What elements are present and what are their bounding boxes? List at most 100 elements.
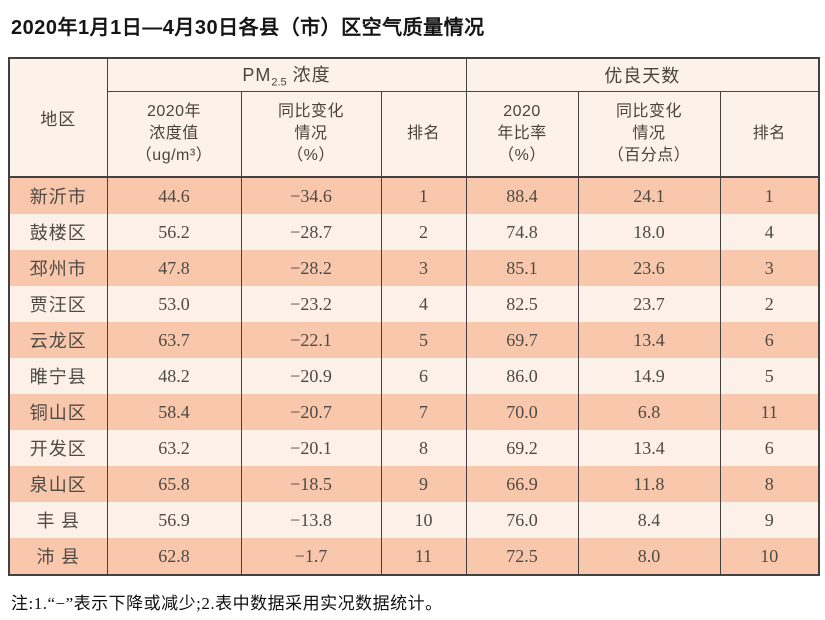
pm-change-cell: −20.9 [240, 358, 382, 394]
column-header-good-change: 同比变化 情况 （百分点） [577, 91, 721, 178]
good-rank-cell: 6 [719, 430, 820, 466]
region-cell: 睢宁县 [8, 358, 108, 394]
pm-change-cell: −22.1 [240, 322, 382, 358]
good-rank-cell: 6 [719, 322, 820, 358]
table-row: 贾汪区 53.0 −23.2 4 82.5 23.7 2 [8, 286, 820, 322]
pm-value-cell: 56.9 [106, 502, 242, 538]
good-rank-cell: 1 [719, 177, 820, 214]
good-change-cell: 13.4 [577, 430, 721, 466]
header-group-row: 地区 PM2.5 浓度 优良天数 [8, 58, 820, 178]
good-ratio-cell: 69.7 [465, 322, 579, 358]
good-rank-cell: 5 [719, 358, 820, 394]
column-header-pm-rank: 排名 [380, 91, 467, 178]
pm-rank-cell: 11 [380, 538, 467, 575]
region-cell: 泉山区 [8, 466, 108, 502]
pm-rank-cell: 8 [380, 430, 467, 466]
pm-change-cell: −13.8 [240, 502, 382, 538]
table-row: 开发区 63.2 −20.1 8 69.2 13.4 6 [8, 430, 820, 466]
good-rank-cell: 11 [719, 394, 820, 430]
region-cell: 贾汪区 [8, 286, 108, 322]
table-row: 鼓楼区 56.2 −28.7 2 74.8 18.0 4 [8, 214, 820, 250]
pm-rank-cell: 4 [380, 286, 467, 322]
good-change-cell: 14.9 [577, 358, 721, 394]
table-row: 云龙区 63.7 −22.1 5 69.7 13.4 6 [8, 322, 820, 358]
good-ratio-cell: 86.0 [465, 358, 579, 394]
pm-value-cell: 44.6 [106, 177, 242, 214]
good-ratio-cell: 85.1 [465, 250, 579, 286]
column-header-good-ratio: 2020 年比率 （%） [465, 91, 579, 178]
column-header-pm-value: 2020年 浓度值 （ug/m³） [106, 91, 242, 178]
good-ratio-cell: 66.9 [465, 466, 579, 502]
pm-rank-cell: 9 [380, 466, 467, 502]
good-rank-cell: 10 [719, 538, 820, 575]
pm-change-cell: −28.2 [240, 250, 382, 286]
good-change-cell: 13.4 [577, 322, 721, 358]
region-cell: 开发区 [8, 430, 108, 466]
region-cell: 丰 县 [8, 502, 108, 538]
pm-value-cell: 58.4 [106, 394, 242, 430]
pm-change-cell: −20.1 [240, 430, 382, 466]
pm-value-cell: 56.2 [106, 214, 242, 250]
region-cell: 邳州市 [8, 250, 108, 286]
good-ratio-cell: 76.0 [465, 502, 579, 538]
good-ratio-cell: 74.8 [465, 214, 579, 250]
column-header-pm-change: 同比变化 情况 （%） [240, 91, 382, 178]
pm-value-cell: 53.0 [106, 286, 242, 322]
pm-change-cell: −1.7 [240, 538, 382, 575]
table-row: 沛 县 62.8 −1.7 11 72.5 8.0 10 [8, 538, 820, 575]
footnote: 注:1.“−”表示下降或减少;2.表中数据采用实况数据统计。 [11, 594, 443, 613]
pm-rank-cell: 10 [380, 502, 467, 538]
good-rank-cell: 3 [719, 250, 820, 286]
region-cell: 鼓楼区 [8, 214, 108, 250]
pm-change-cell: −18.5 [240, 466, 382, 502]
good-change-cell: 24.1 [577, 177, 721, 214]
region-cell: 沛 县 [8, 538, 108, 575]
pm-rank-cell: 7 [380, 394, 467, 430]
pm-rank-cell: 1 [380, 177, 467, 214]
region-cell: 新沂市 [8, 177, 108, 214]
pm-change-cell: −20.7 [240, 394, 382, 430]
good-change-cell: 8.4 [577, 502, 721, 538]
pm25-label-prefix: PM [242, 65, 272, 86]
pm-change-cell: −28.7 [240, 214, 382, 250]
pm-value-cell: 63.2 [106, 430, 242, 466]
pm-change-cell: −34.6 [240, 177, 382, 214]
good-rank-cell: 4 [719, 214, 820, 250]
good-change-cell: 23.6 [577, 250, 721, 286]
header-sub-row: 2020年 浓度值 （ug/m³） 同比变化 情况 （%） 排名 2020 年比… [9, 91, 820, 178]
pm-change-cell: −23.2 [240, 286, 382, 322]
pm-value-cell: 62.8 [106, 538, 242, 575]
table-row: 丰 县 56.9 −13.8 10 76.0 8.4 9 [8, 502, 820, 538]
table-row: 睢宁县 48.2 −20.9 6 86.0 14.9 5 [8, 358, 820, 394]
pm-value-cell: 63.7 [106, 322, 242, 358]
good-change-cell: 6.8 [577, 394, 721, 430]
table-row: 新沂市 44.6 −34.6 1 88.4 24.1 1 [8, 177, 820, 214]
good-ratio-cell: 72.5 [465, 538, 579, 575]
pm-value-cell: 48.2 [106, 358, 242, 394]
good-rank-cell: 2 [719, 286, 820, 322]
pm-value-cell: 47.8 [106, 250, 242, 286]
column-header-region: 地区 [8, 58, 108, 178]
pm25-label-suffix: 浓度 [286, 65, 331, 86]
good-ratio-cell: 70.0 [465, 394, 579, 430]
pm-rank-cell: 3 [380, 250, 467, 286]
good-change-cell: 23.7 [577, 286, 721, 322]
good-change-cell: 11.8 [577, 466, 721, 502]
pm25-subscript: 2.5 [271, 76, 287, 89]
air-quality-table: 地区 PM2.5 浓度 优良天数 2020年 浓度值 （ug/m³） 同比变化 … [8, 57, 821, 576]
pm-value-cell: 65.8 [106, 466, 242, 502]
good-ratio-cell: 88.4 [465, 177, 579, 214]
column-group-good-days: 优良天数 [465, 58, 820, 92]
table-row: 邳州市 47.8 −28.2 3 85.1 23.6 3 [8, 250, 820, 286]
column-group-pm25: PM2.5 浓度 [106, 58, 467, 92]
good-ratio-cell: 69.2 [465, 430, 579, 466]
good-change-cell: 18.0 [577, 214, 721, 250]
good-rank-cell: 8 [719, 466, 820, 502]
pm-rank-cell: 6 [380, 358, 467, 394]
good-ratio-cell: 82.5 [465, 286, 579, 322]
good-rank-cell: 9 [719, 502, 820, 538]
table-row: 泉山区 65.8 −18.5 9 66.9 11.8 8 [8, 466, 820, 502]
column-header-good-rank: 排名 [719, 91, 820, 178]
page-title: 2020年1月1日—4月30日各县（市）区空气质量情况 [11, 17, 485, 39]
